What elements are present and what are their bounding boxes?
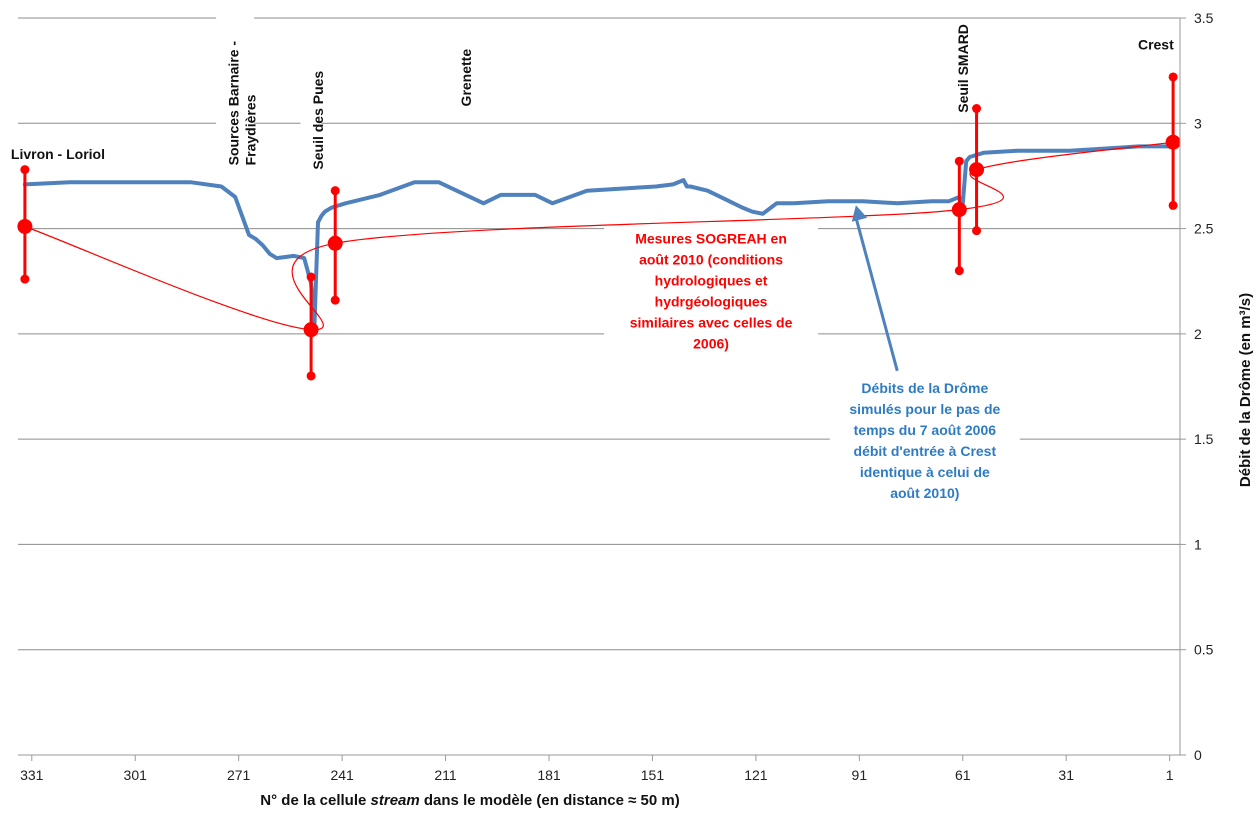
annotation-line: août 2010 (conditions (639, 251, 783, 267)
annotation-backgrounds (604, 226, 1020, 508)
y-tick-label: 1.5 (1194, 431, 1214, 447)
error-bar-low-cap (306, 371, 316, 381)
annotation-line: débit d'entrée à Crest (854, 443, 997, 459)
annotation-line: simulés pour le pas de (849, 401, 1000, 417)
x-tick-label: 151 (641, 767, 665, 783)
x-tick-label: 241 (330, 767, 354, 783)
x-tick-label: 1 (1166, 767, 1174, 783)
measurement-point (969, 162, 985, 178)
y-tick-label: 3.5 (1194, 10, 1214, 26)
x-tick-label: 31 (1058, 767, 1074, 783)
x-tick-label: 331 (20, 767, 44, 783)
x-axis-title-part-3: dans le modèle (en distance ≈ 50 m) (420, 792, 680, 809)
annotation-arrow-head (851, 205, 868, 222)
error-bar-high-cap (1168, 72, 1178, 82)
error-bar-high-cap (954, 156, 964, 166)
site-label: Livron - Loriol (11, 146, 105, 162)
error-bar-low-cap (972, 226, 982, 236)
annotation-line: similaires avec celles de (630, 314, 793, 330)
site-label: Fraydières (243, 94, 259, 165)
site-label-group: Grenette (448, 38, 474, 109)
y-axis-title: Débit de la Drôme (en m³/s) (1237, 293, 1254, 487)
measurement-point (327, 235, 343, 251)
x-tick-label: 121 (744, 767, 768, 783)
y-tick-label: 1 (1194, 536, 1202, 552)
measurement-point (1165, 134, 1181, 150)
site-label-group: Seuil des Pues (300, 53, 326, 172)
error-bar-low-cap (20, 274, 30, 284)
measured-trend-curve (24, 141, 1174, 331)
site-label: Seuil des Pues (310, 71, 326, 170)
site-label: Grenette (458, 49, 474, 107)
y-tick-label: 3 (1194, 115, 1202, 131)
x-tick-label: 181 (537, 767, 561, 783)
x-tick-label: 301 (124, 767, 148, 783)
site-label-group: Seuil SMARD (945, 20, 971, 115)
annotation-background (829, 375, 1020, 508)
x-tick-label: 61 (955, 767, 971, 783)
error-bar-low-cap (330, 295, 340, 305)
annotation-line: août 2010) (890, 485, 959, 501)
annotation-background (604, 226, 819, 359)
gridlines (18, 17, 1180, 651)
annotation-line: 2006) (693, 335, 729, 351)
axes (18, 18, 1181, 756)
measurement-point (951, 202, 967, 218)
site-label-background (300, 53, 322, 172)
site-label-background (448, 38, 470, 109)
site-label-background (216, 17, 255, 168)
measured-series (17, 72, 1181, 381)
x-axis-title: N° de la cellule stream dans le modèle (… (260, 792, 679, 809)
error-bar-low-cap (1168, 200, 1178, 210)
annotation-line: hydrologiques et (655, 272, 768, 288)
error-bar-high-cap (20, 165, 30, 175)
annotation-line: Débits de la Drôme (861, 380, 988, 396)
y-tick-label: 0.5 (1194, 642, 1214, 658)
site-label: Crest (1138, 37, 1174, 53)
error-bar-high-cap (972, 104, 982, 114)
annotation-texts: Mesures SOGREAH en août 2010 (conditions h… (630, 230, 1001, 501)
tick-labels: 0 0.5 1 1.5 2 2.5 3 3.5 331 301 271 241 211 181 151 121… (20, 10, 1214, 783)
x-tick-label: 271 (227, 767, 251, 783)
x-tick-label: 91 (852, 767, 868, 783)
simulated-series (22, 144, 1176, 326)
error-bar-low-cap (954, 266, 964, 276)
site-label-background (945, 20, 967, 115)
measurement-point (17, 218, 33, 234)
annotation-line: temps du 7 août 2006 (854, 422, 997, 438)
x-tick-label: 211 (434, 767, 457, 783)
site-label: Seuil SMARD (955, 24, 971, 113)
error-bar-high-cap (330, 186, 340, 196)
annotation-line: identique à celui de (860, 464, 990, 480)
simulated-discharge-line (22, 144, 1176, 326)
x-axis-title-part-1: N° de la cellule (260, 792, 370, 809)
annotation-arrow-shaft (854, 216, 899, 372)
x-axis-title-part-2: stream (371, 792, 420, 809)
site-label: Sources Barnaire - (226, 41, 242, 166)
site-label-group: Sources Barnaire - Fraydières (216, 17, 259, 168)
site-labels: Livron - Loriol Sources Barnaire - Fraydiè… (11, 17, 1174, 172)
y-tick-label: 2.5 (1194, 221, 1214, 237)
annotation-line: Mesures SOGREAH en (635, 230, 787, 246)
measurement-point (303, 322, 319, 338)
error-bar-high-cap (306, 272, 316, 282)
annotation-line: hydrgéologiques (655, 293, 768, 309)
y-tick-label: 0 (1194, 747, 1202, 763)
y-tick-label: 2 (1194, 326, 1202, 342)
annotation-arrow (851, 205, 899, 372)
